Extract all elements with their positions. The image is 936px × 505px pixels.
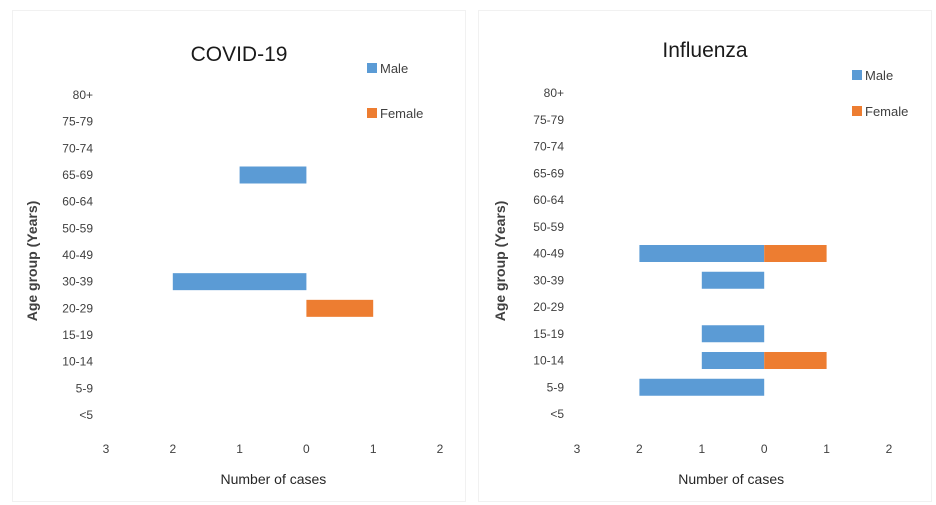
- y-tick-label: 20-29: [533, 300, 564, 314]
- covid-19-chart: COVID-19 <5 5-9 10-14 15-19 20-29 30-39 40-49 50…: [12, 10, 466, 502]
- y-tick-label: 30-39: [62, 275, 93, 289]
- bar-male-30-39: [701, 271, 765, 289]
- bar-male-5-9: [639, 378, 765, 396]
- x-tick-label: 1: [698, 442, 705, 456]
- x-tick-label: 1: [370, 442, 377, 456]
- y-tick-label: 60-64: [62, 195, 93, 209]
- legend-label-male: Male: [865, 68, 893, 83]
- y-tick-label: 75-79: [62, 115, 93, 129]
- x-tick-label: 3: [103, 442, 110, 456]
- bar-male-10-14: [701, 352, 765, 369]
- y-tick-label: <5: [79, 408, 93, 422]
- bar-male-30-39: [172, 273, 307, 291]
- y-tick-label: 15-19: [62, 328, 93, 342]
- covid-19-chart-title: COVID-19: [191, 43, 288, 66]
- y-tick-label: 40-49: [533, 247, 564, 261]
- legend-label-female: Female: [865, 104, 908, 119]
- bar-male-15-19: [701, 325, 765, 343]
- x-tick-label: 1: [823, 442, 830, 456]
- y-tick-label: 15-19: [533, 327, 564, 341]
- y-tick-label: 5-9: [76, 381, 94, 395]
- covid-19-x-axis-label: Number of cases: [220, 471, 326, 487]
- influenza-x-axis-label: Number of cases: [678, 471, 784, 487]
- legend-label-female: Female: [380, 106, 423, 121]
- y-tick-label: 20-29: [62, 301, 93, 315]
- y-tick-label: 65-69: [533, 166, 564, 180]
- y-tick-label: 5-9: [547, 380, 565, 394]
- y-tick-label: 50-59: [533, 220, 564, 234]
- bar-male-65-69: [239, 166, 307, 184]
- bar-male-40-49: [639, 245, 765, 262]
- y-tick-label: 30-39: [533, 273, 564, 287]
- influenza-chart: Influenza <5 5-9 10-14 15-19 20-29 30-39 40-49 5…: [478, 10, 932, 502]
- y-tick-label: 75-79: [533, 113, 564, 127]
- x-tick-label: 3: [574, 442, 581, 456]
- y-tick-label: <5: [550, 407, 564, 421]
- legend-label-male: Male: [380, 61, 408, 76]
- influenza-y-axis-label: Age group (Years): [492, 201, 508, 322]
- x-tick-label: 0: [303, 442, 310, 456]
- x-tick-label: 2: [437, 442, 444, 456]
- y-tick-label: 10-14: [62, 355, 93, 369]
- y-tick-label: 70-74: [62, 141, 93, 155]
- bar-female-10-14: [764, 352, 827, 369]
- legend-swatch-female: [367, 108, 377, 118]
- x-tick-label: 2: [636, 442, 643, 456]
- covid-19-y-axis-label: Age group (Years): [24, 201, 40, 322]
- legend-swatch-male: [367, 63, 377, 73]
- y-tick-label: 70-74: [533, 140, 564, 154]
- bar-female-40-49: [764, 245, 827, 262]
- influenza-chart-svg: Influenza <5 5-9 10-14 15-19 20-29 30-39 40-49 5…: [492, 39, 908, 487]
- legend-swatch-female: [852, 106, 862, 116]
- y-tick-label: 80+: [544, 86, 564, 100]
- y-tick-label: 60-64: [533, 193, 564, 207]
- x-tick-label: 2: [886, 442, 893, 456]
- y-tick-label: 10-14: [533, 354, 564, 368]
- bar-female-20-29: [306, 299, 374, 317]
- legend-swatch-male: [852, 70, 862, 80]
- influenza-chart-title: Influenza: [662, 39, 748, 62]
- y-tick-label: 50-59: [62, 221, 93, 235]
- covid-19-chart-svg: COVID-19 <5 5-9 10-14 15-19 20-29 30-39 40-49 50…: [24, 43, 444, 487]
- x-tick-label: 1: [236, 442, 243, 456]
- x-tick-label: 0: [761, 442, 768, 456]
- x-tick-label: 2: [169, 442, 176, 456]
- y-tick-label: 40-49: [62, 248, 93, 262]
- y-tick-label: 65-69: [62, 168, 93, 182]
- y-tick-label: 80+: [73, 88, 93, 102]
